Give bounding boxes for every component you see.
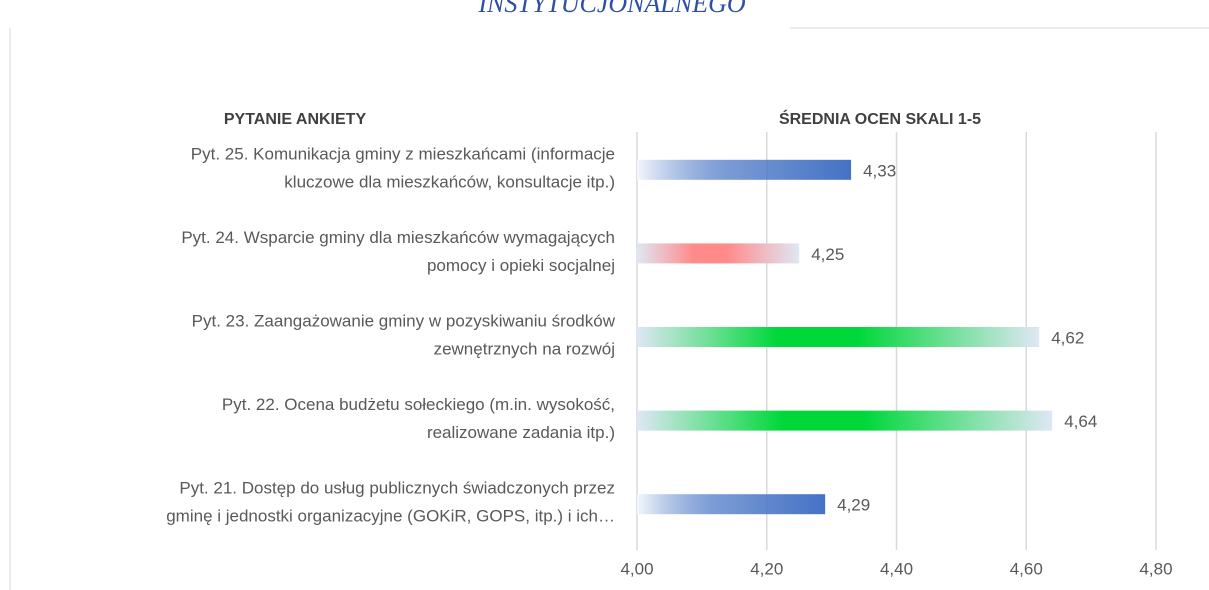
category-label: realizowane zadania itp.) [427,423,615,442]
category-label: kluczowe dla mieszkańców, konsultacje it… [284,172,615,191]
data-label: 4,25 [811,245,844,264]
category-label: Pyt. 25. Komunikacja gminy z mieszkańcam… [191,144,615,163]
data-label: 4,64 [1064,412,1097,431]
data-label: 4,33 [863,161,896,180]
category-label: Pyt. 21. Dostęp do usług publicznych świ… [179,479,615,498]
category-label: Pyt. 23. Zaangażowanie gminy w pozyskiwa… [192,311,616,330]
category-header: PYTANIE ANKIETY [224,111,367,128]
chart-title: INSTYTUCJONALNEGO [477,0,745,18]
category-label: gminę i jednostki organizacyjne (GOKiR, … [166,507,615,526]
category-label: Pyt. 22. Ocena budżetu sołeckiego (m.in.… [222,395,615,414]
x-tick-label: 4,80 [1139,559,1172,578]
x-tick-label: 4,60 [1010,559,1043,578]
data-label: 4,62 [1051,328,1084,347]
data-label: 4,29 [837,496,870,515]
bar [637,243,800,264]
x-tick-label: 4,40 [880,559,913,578]
bar [637,410,1053,431]
value-header: ŚREDNIA OCEN SKALI 1-5 [779,109,981,128]
category-label: Pyt. 24. Wsparcie gminy dla mieszkańców … [181,228,615,247]
x-tick-label: 4,20 [750,559,783,578]
category-label: zewnętrznych na rozwój [434,339,615,358]
bar [637,494,826,515]
x-tick-label: 4,00 [620,559,653,578]
bar [637,159,852,180]
category-label: pomocy i opieki socjalnej [427,256,615,275]
bar [637,327,1040,347]
